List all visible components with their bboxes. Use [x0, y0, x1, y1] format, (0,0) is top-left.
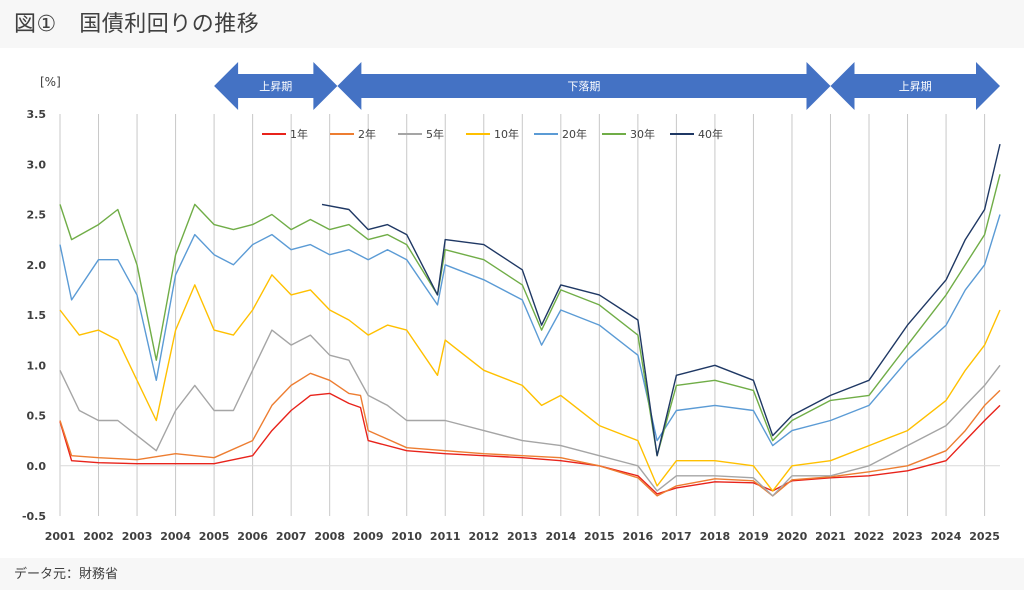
x-tick-label: 2007	[276, 530, 307, 543]
y-tick-label: -0.5	[22, 510, 46, 523]
period-arrow	[337, 62, 831, 110]
x-tick-label: 2011	[430, 530, 461, 543]
legend-label: 5年	[426, 127, 444, 141]
x-tick-label: 2022	[854, 530, 885, 543]
x-tick-label: 2019	[738, 530, 769, 543]
page-title: 図① 国債利回りの推移	[14, 12, 260, 37]
period-label: 上昇期	[899, 80, 932, 93]
unit-label: [%]	[40, 75, 61, 89]
y-tick-label: 1.0	[27, 359, 47, 372]
series-line	[59, 329, 1001, 497]
x-tick-label: 2018	[700, 530, 731, 543]
chart-panel: [%] 上昇期 下落期 上昇期 3.5 3.0 2.5 2.0 1.5 1.0 0.5 0.0 -0…	[0, 48, 1024, 558]
x-tick-label: 2025	[969, 530, 1000, 543]
x-tick-label: 2009	[353, 530, 384, 543]
x-tick-label: 2008	[314, 530, 345, 543]
x-tick-label: 2006	[237, 530, 268, 543]
x-tick-label: 2020	[777, 530, 808, 543]
y-axis: 3.5 3.0 2.5 2.0 1.5 1.0 0.5 0.0 -0.5	[22, 108, 46, 523]
series-line	[59, 274, 1001, 492]
x-axis: 2001 2002 2003 2004 2005 2006 2007 2008 2009 2010…	[45, 530, 1000, 543]
legend-label: 2年	[358, 127, 376, 141]
legend: 1年 2年 5年 10年 20年 30年 40年	[262, 127, 723, 141]
period-label: 上昇期	[259, 80, 292, 93]
y-tick-label: 0.5	[27, 410, 47, 423]
x-tick-label: 2003	[122, 530, 153, 543]
chart-grid	[59, 114, 1000, 516]
series-line	[59, 372, 1001, 497]
legend-label: 40年	[698, 127, 723, 141]
period-arrow	[214, 62, 338, 110]
x-tick-label: 2013	[507, 530, 538, 543]
x-tick-label: 2017	[661, 530, 692, 543]
x-tick-label: 2014	[546, 530, 577, 543]
y-tick-label: 0.0	[27, 460, 47, 473]
legend-label: 30年	[630, 127, 655, 141]
period-label: 下落期	[567, 80, 600, 93]
y-tick-label: 3.0	[27, 158, 47, 171]
y-tick-label: 3.5	[27, 108, 47, 121]
series-lines	[59, 143, 1001, 497]
x-tick-label: 2023	[892, 530, 923, 543]
data-source: データ元：財務省	[14, 567, 119, 582]
x-tick-label: 2015	[584, 530, 615, 543]
x-tick-label: 2012	[468, 530, 499, 543]
x-tick-label: 2001	[45, 530, 76, 543]
x-tick-label: 2016	[623, 530, 654, 543]
series-line	[59, 214, 1001, 447]
series-line	[321, 143, 1001, 457]
x-tick-label: 2024	[931, 530, 962, 543]
legend-label: 1年	[290, 127, 308, 141]
x-tick-label: 2002	[83, 530, 114, 543]
series-line	[59, 392, 1001, 495]
y-tick-label: 2.0	[27, 259, 47, 272]
y-tick-label: 1.5	[27, 309, 47, 322]
x-tick-label: 2004	[160, 530, 191, 543]
legend-label: 10年	[494, 127, 519, 141]
legend-label: 20年	[562, 127, 587, 141]
x-tick-label: 2005	[199, 530, 230, 543]
series-line	[59, 174, 1001, 457]
yield-chart: [%] 上昇期 下落期 上昇期 3.5 3.0 2.5 2.0 1.5 1.0 0.5 0.0 -0…	[22, 62, 1001, 543]
y-tick-label: 2.5	[27, 209, 47, 222]
period-arrows: 上昇期 下落期 上昇期	[214, 62, 1000, 110]
x-tick-label: 2021	[815, 530, 846, 543]
period-arrow	[830, 62, 1000, 110]
x-tick-label: 2010	[391, 530, 422, 543]
